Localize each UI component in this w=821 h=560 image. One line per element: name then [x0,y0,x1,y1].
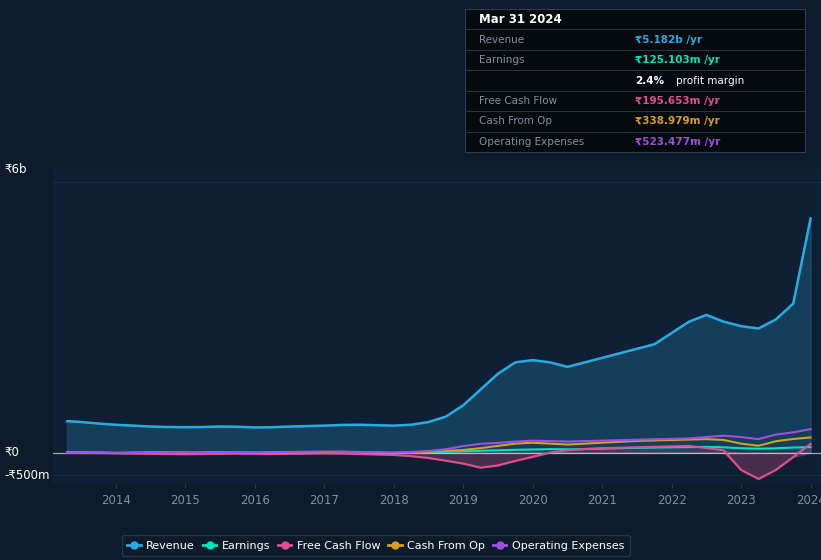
Text: ₹0: ₹0 [4,446,19,459]
Text: Revenue: Revenue [479,35,524,45]
Text: Operating Expenses: Operating Expenses [479,137,584,147]
Text: Mar 31 2024: Mar 31 2024 [479,13,562,26]
Text: ₹5.182b /yr: ₹5.182b /yr [635,35,702,45]
Text: Earnings: Earnings [479,55,524,65]
Text: ₹6b: ₹6b [4,163,26,176]
Legend: Revenue, Earnings, Free Cash Flow, Cash From Op, Operating Expenses: Revenue, Earnings, Free Cash Flow, Cash … [122,535,630,557]
Text: Cash From Op: Cash From Op [479,116,552,127]
Text: Free Cash Flow: Free Cash Flow [479,96,557,106]
Text: ₹195.653m /yr: ₹195.653m /yr [635,96,720,106]
Text: ₹338.979m /yr: ₹338.979m /yr [635,116,720,127]
Text: profit margin: profit margin [676,76,744,86]
Text: 2.4%: 2.4% [635,76,664,86]
Text: -₹500m: -₹500m [4,469,49,482]
Text: ₹523.477m /yr: ₹523.477m /yr [635,137,720,147]
Text: ₹125.103m /yr: ₹125.103m /yr [635,55,720,65]
